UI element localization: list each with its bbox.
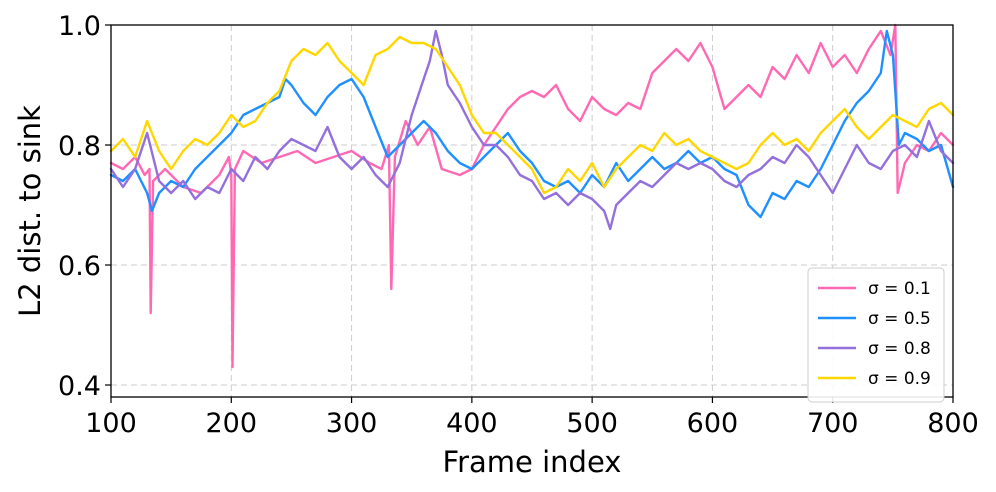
plot-frame [110,24,954,398]
series-line-1 [109,23,955,369]
series-lines [109,23,955,369]
y-tick-label: 1.0 [58,11,101,42]
legend-entry-label: σ = 0.8 [868,339,931,359]
legend-entry-label: σ = 0.5 [868,309,931,329]
y-tick-label: 0.6 [58,251,101,282]
legend: σ = 0.1 σ = 0.5 σ = 0.8 σ = 0.9 [807,267,945,403]
x-tick-label: 300 [326,408,378,439]
y-axis-label: L2 dist. to sink [13,105,47,317]
axis-ticks: 100 200 300 400 500 600 700 800 0.4 0.6 0.8 1.0 [58,11,979,439]
y-tick-label: 0.8 [58,131,101,162]
x-tick-label: 800 [927,408,979,439]
x-tick-label: 700 [807,408,859,439]
x-tick-label: 100 [85,408,137,439]
y-tick-label: 0.4 [58,371,101,402]
legend-entry-label: σ = 0.9 [868,369,931,389]
series-line-4 [109,35,955,195]
legend-box [807,267,945,403]
series-line-3 [109,29,955,231]
x-tick-label: 500 [566,408,618,439]
x-tick-label: 600 [687,408,739,439]
legend-entry-label: σ = 0.1 [868,279,931,299]
x-axis-label: Frame index [443,445,622,479]
series-line-2 [109,29,955,219]
x-tick-label: 400 [446,408,498,439]
x-tick-label: 200 [206,408,258,439]
